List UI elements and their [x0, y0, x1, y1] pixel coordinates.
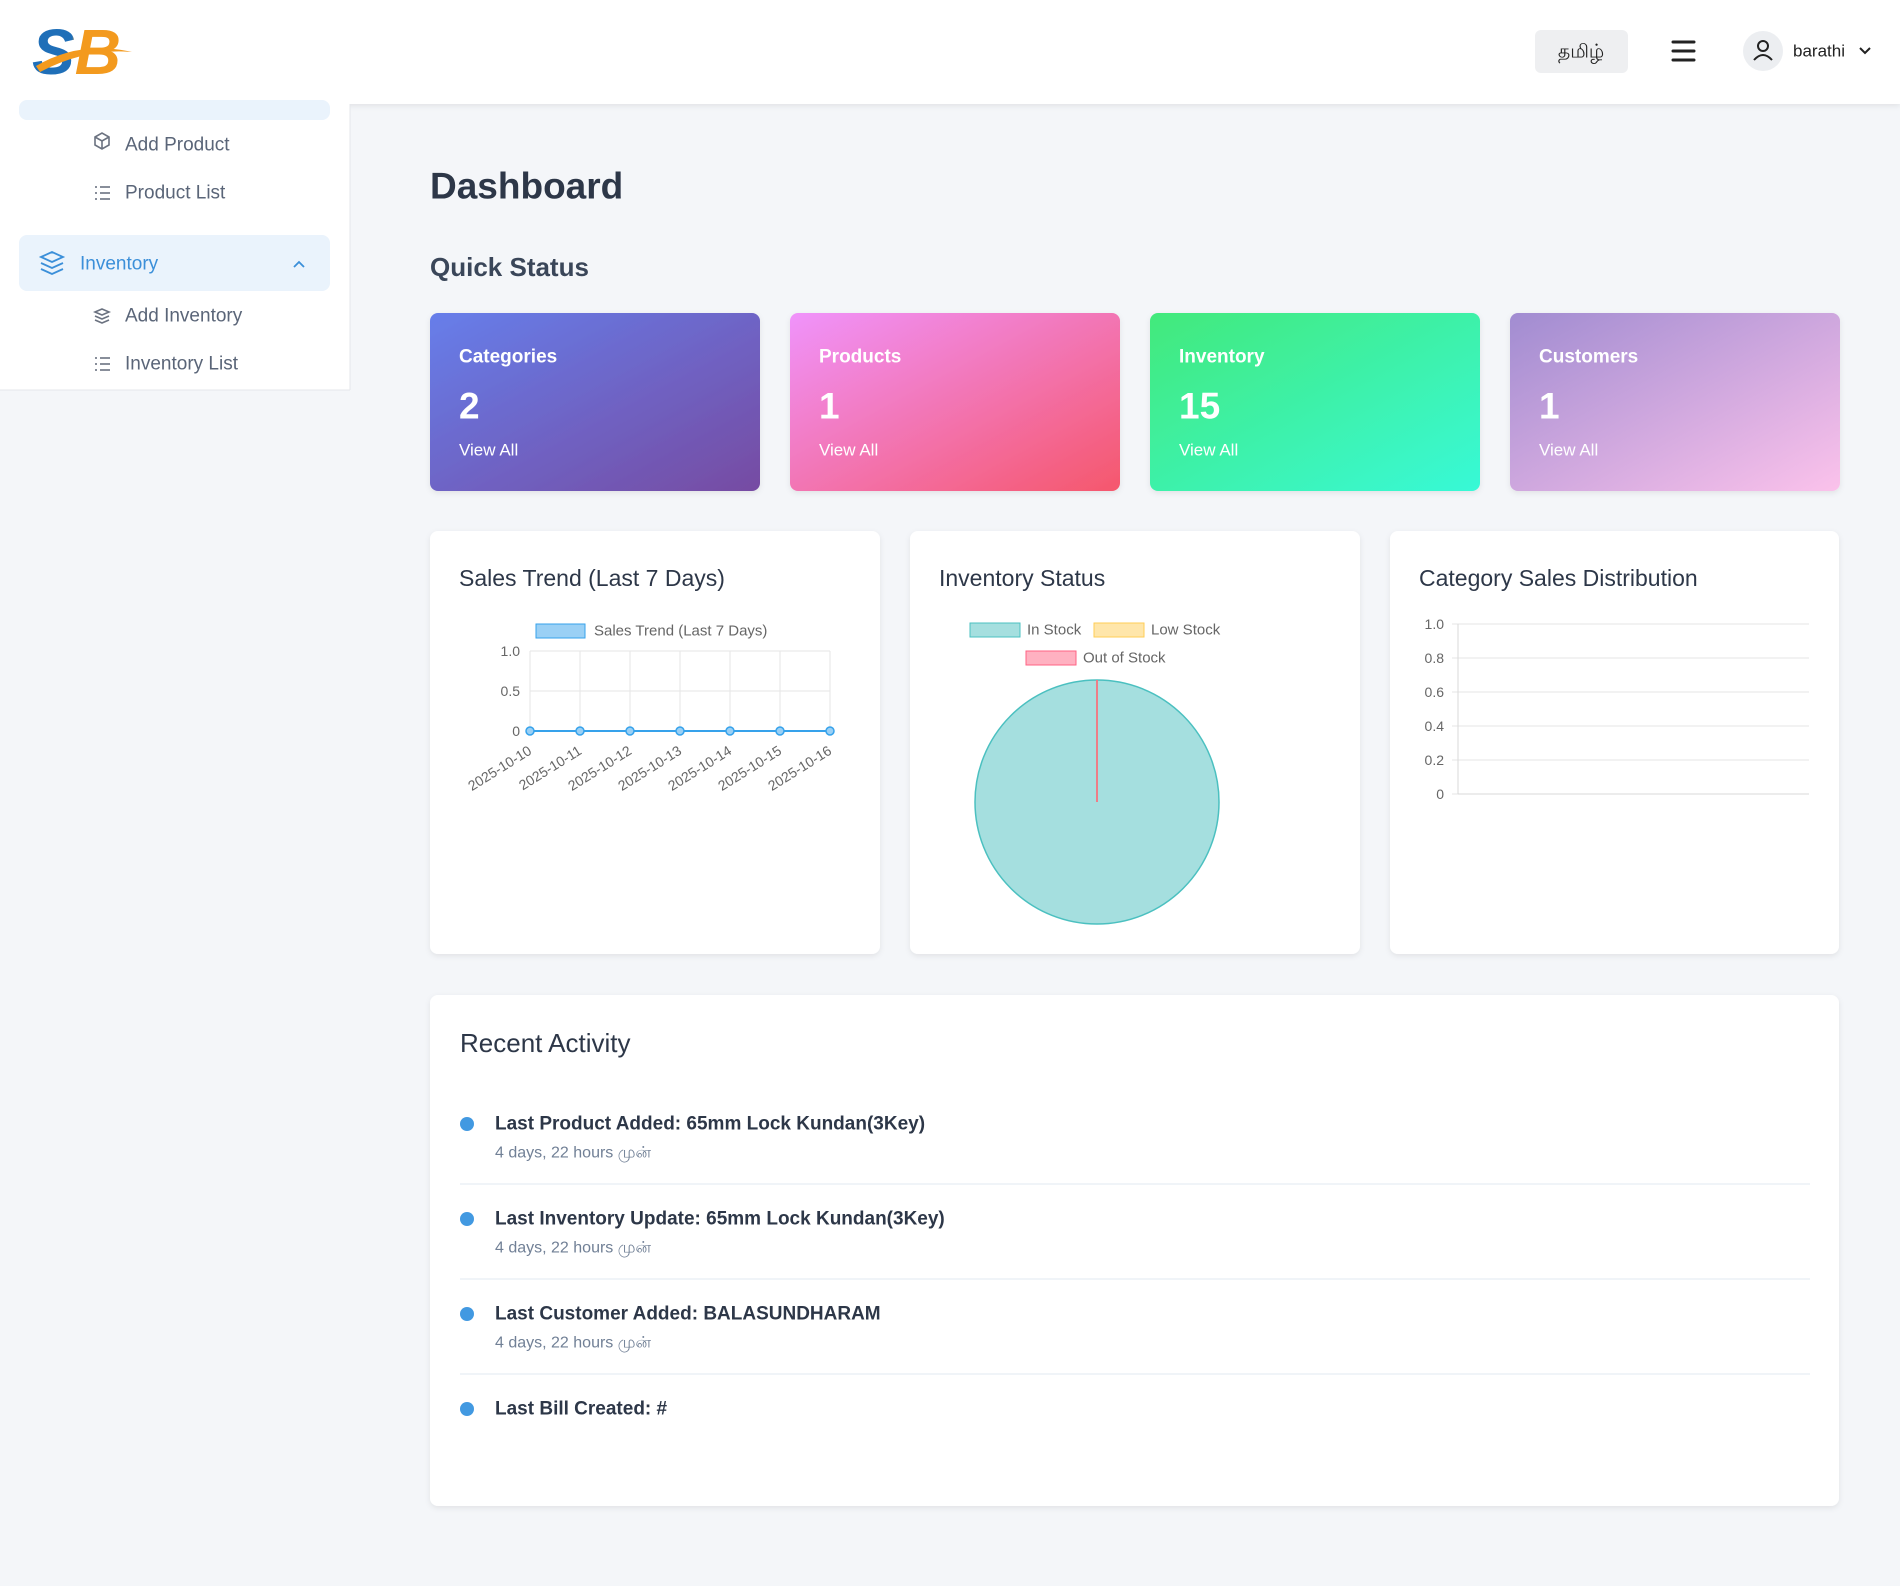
activity-card	[430, 995, 1839, 1506]
activity-dot	[460, 1402, 474, 1416]
status-card	[430, 313, 760, 491]
chart-title: Category Sales Distribution	[1419, 565, 1698, 591]
data-point	[825, 726, 835, 736]
status-card	[1150, 313, 1480, 491]
activity-time: 4 days, 22 hours முன்	[495, 1335, 652, 1353]
activity-text: Last Bill Created: #	[495, 1399, 668, 1420]
status-link[interactable]: View All	[1539, 441, 1598, 460]
y-tick-label: 1.0	[1425, 616, 1445, 632]
user-name[interactable]: barathi	[1793, 42, 1845, 61]
menu-group-partial[interactable]	[19, 100, 330, 120]
legend-label: Out of Stock	[1083, 650, 1166, 667]
activity-title: Recent Activity	[460, 1028, 631, 1058]
list-icon	[95, 186, 110, 200]
chart-card	[1390, 531, 1839, 954]
y-tick-label: 0.8	[1425, 650, 1445, 666]
menu-item[interactable]: Inventory List	[125, 354, 239, 375]
y-tick-label: 0.5	[501, 683, 521, 699]
box-icon	[94, 132, 110, 150]
activity-dot	[460, 1307, 474, 1321]
status-link[interactable]: View All	[459, 441, 518, 460]
data-point	[775, 726, 785, 736]
layers-icon	[38, 251, 66, 275]
chart-card	[430, 531, 880, 954]
activity-text: Last Inventory Update: 65mm Lock Kundan(…	[495, 1209, 945, 1230]
menu-button[interactable]	[1671, 40, 1696, 62]
language-label: தமிழ்	[1558, 42, 1604, 64]
legend-label: Low Stock	[1151, 622, 1221, 639]
data-point	[675, 726, 685, 736]
status-card	[790, 313, 1120, 491]
status-value: 1	[819, 386, 840, 427]
chart-title: Sales Trend (Last 7 Days)	[459, 565, 725, 591]
list-icon	[95, 357, 110, 371]
legend-label: In Stock	[1027, 622, 1082, 639]
activity-time: 4 days, 22 hours முன்	[495, 1145, 652, 1163]
y-tick-label: 0	[512, 723, 520, 739]
data-point	[525, 726, 535, 736]
activity-dot	[460, 1117, 474, 1131]
y-tick-label: 0.4	[1425, 718, 1445, 734]
activity-time: 4 days, 22 hours முன்	[495, 1240, 652, 1258]
data-point	[575, 726, 585, 736]
menu-item[interactable]: Product List	[125, 183, 226, 204]
menu-item[interactable]: Add Product	[125, 135, 230, 156]
legend-swatch	[535, 623, 586, 639]
layers-icon	[92, 308, 112, 324]
status-label: Products	[819, 347, 901, 368]
status-label: Customers	[1539, 347, 1638, 368]
group-chevron[interactable]	[293, 260, 305, 268]
status-label: Inventory	[1179, 347, 1265, 368]
status-value: 1	[1539, 386, 1560, 427]
logo-swoosh	[36, 48, 132, 72]
status-label: Categories	[459, 347, 557, 368]
data-point	[725, 726, 735, 736]
chart-title: Inventory Status	[939, 565, 1105, 591]
language-button[interactable]	[1535, 30, 1628, 73]
activity-text: Last Customer Added: BALASUNDHARAM	[495, 1304, 881, 1325]
activity-text: Last Product Added: 65mm Lock Kundan(3Ke…	[495, 1114, 925, 1135]
data-point	[625, 726, 635, 736]
status-link[interactable]: View All	[819, 441, 878, 460]
y-tick-label: 0.6	[1425, 684, 1445, 700]
status-value: 15	[1179, 386, 1220, 427]
legend-label: Sales Trend (Last 7 Days)	[594, 623, 767, 640]
legend-swatch	[969, 622, 1021, 638]
status-value: 2	[459, 386, 480, 427]
legend-swatch	[1093, 622, 1145, 638]
y-tick-label: 0	[1436, 786, 1444, 802]
user-chevron[interactable]	[1859, 47, 1871, 55]
activity-dot	[460, 1212, 474, 1226]
menu-group[interactable]	[19, 235, 330, 291]
status-card	[1510, 313, 1840, 491]
avatar-icon	[1753, 40, 1773, 61]
menu-group-label[interactable]: Inventory	[80, 254, 159, 275]
y-tick-label: 1.0	[501, 643, 521, 659]
status-link[interactable]: View All	[1179, 441, 1238, 460]
y-tick-label: 0.2	[1425, 752, 1445, 768]
page-title: Dashboard	[430, 166, 623, 207]
section-title: Quick Status	[430, 252, 589, 282]
legend-swatch	[1025, 650, 1077, 666]
menu-item[interactable]: Add Inventory	[125, 306, 243, 327]
